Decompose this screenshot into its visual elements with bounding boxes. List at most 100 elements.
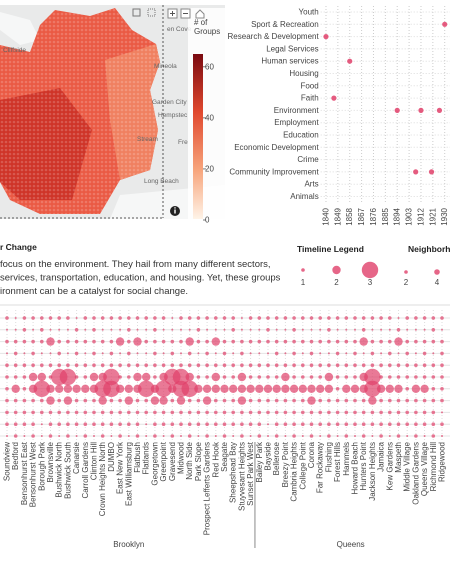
matrix-dot — [248, 375, 253, 379]
matrix-dot — [405, 375, 410, 379]
matrix-dot — [274, 434, 279, 438]
matrix-dot — [318, 422, 323, 427]
column-label: Sheepshead Bay — [229, 442, 238, 503]
matrix-dot — [57, 398, 61, 403]
column-label: Jackson Heights — [368, 442, 377, 501]
x-tick-label: 1921 — [428, 207, 437, 225]
map[interactable]: Cliffside en Cove Mineola Garden City Hempst… — [0, 5, 228, 224]
matrix-dot — [66, 352, 69, 355]
matrix-dot — [266, 410, 270, 415]
matrix-dot — [187, 351, 192, 356]
column-label: Hammels — [342, 442, 351, 476]
matrix-dot — [187, 398, 192, 403]
matrix-dot — [170, 422, 175, 427]
x-tick-label: 1849 — [333, 207, 342, 225]
matrix-dot — [153, 316, 157, 320]
matrix-dot — [309, 410, 314, 415]
matrix-dot — [335, 387, 340, 391]
tool-icon[interactable] — [147, 8, 156, 17]
matrix-dot — [66, 410, 70, 415]
matrix-dot — [353, 351, 357, 356]
matrix-dot — [431, 398, 436, 403]
home-button[interactable] — [195, 9, 205, 19]
group-label: Queens — [337, 540, 365, 549]
matrix-dot — [127, 351, 131, 356]
column-label: Borough Park — [37, 441, 46, 491]
legend-title: Timeline Legend — [297, 244, 364, 254]
matrix-dot — [440, 351, 444, 356]
matrix-dot — [109, 351, 114, 356]
matrix-dot — [5, 398, 9, 403]
matrix-dot — [379, 375, 383, 379]
y-tick-label: Legal Services — [266, 44, 318, 53]
matrix-dot — [281, 372, 290, 382]
matrix-dot — [180, 328, 182, 331]
matrix-dot — [144, 398, 148, 403]
matrix-dot — [48, 316, 53, 320]
matrix-dot — [197, 435, 200, 437]
matrix-dot — [405, 351, 410, 356]
matrix-dot — [422, 375, 427, 379]
matrix-dot — [440, 339, 444, 344]
matrix-dot — [327, 328, 331, 332]
matrix-dot — [118, 434, 122, 438]
y-tick-label: Faith — [301, 94, 319, 103]
matrix-dot — [214, 363, 218, 368]
matrix-dot — [109, 316, 114, 320]
tool-icon[interactable] — [132, 8, 141, 17]
matrix-dot — [74, 339, 79, 344]
column-label: Red Hook — [211, 441, 220, 478]
matrix-dot — [171, 317, 174, 319]
matrix-dot — [214, 328, 217, 331]
matrix-dot — [394, 337, 403, 346]
matrix-dot — [170, 351, 175, 356]
matrix-dot — [74, 363, 79, 368]
matrix-dot — [83, 339, 88, 344]
matrix-dot — [32, 328, 35, 331]
map-labels: Cliffside en Cove Mineola Garden City Hempst… — [3, 26, 192, 185]
matrix-dot — [316, 384, 325, 393]
matrix-dot — [423, 435, 426, 437]
matrix-dot — [267, 423, 269, 426]
y-tick-label: Human services — [261, 57, 318, 66]
matrix-dot — [231, 328, 235, 332]
matrix-dot — [13, 422, 18, 427]
matrix-dot — [405, 363, 410, 368]
matrix-dot — [327, 363, 331, 368]
matrix-dot — [135, 422, 140, 427]
matrix-dot — [388, 363, 392, 368]
matrix-dot — [196, 375, 201, 379]
matrix-dot — [118, 422, 122, 427]
column-label: Seagate — [220, 441, 229, 471]
matrix-dot — [283, 363, 288, 368]
y-tick-label: Crime — [297, 155, 319, 164]
matrix-dot — [75, 435, 78, 437]
matrix-dot — [249, 328, 252, 331]
column-label: Bedford — [11, 442, 20, 470]
matrix-dot — [335, 398, 340, 403]
matrix-dot — [31, 351, 35, 356]
matrix-dot — [13, 434, 18, 438]
info-icon — [174, 207, 176, 209]
matrix-dot — [40, 352, 43, 355]
matrix-dot — [136, 352, 139, 355]
matrix-dot — [133, 372, 142, 382]
matrix-dot — [240, 363, 244, 368]
matrix-dot — [100, 434, 105, 438]
matrix-dot — [292, 398, 296, 403]
matrix-dot — [431, 363, 436, 368]
matrix-dot — [5, 363, 9, 368]
matrix-dot — [422, 422, 427, 427]
matrix-dot — [388, 328, 391, 331]
column-label: Forest Hills — [333, 442, 342, 482]
matrix-dot — [283, 316, 288, 320]
matrix-dot — [162, 352, 165, 355]
matrix-dot — [266, 316, 270, 320]
column-label: Breezy Point — [281, 441, 290, 487]
matrix-dot — [319, 328, 322, 331]
matrix-dot — [370, 316, 375, 320]
matrix-dot — [301, 352, 304, 355]
matrix-dot — [48, 410, 53, 415]
matrix-dot — [284, 328, 287, 331]
